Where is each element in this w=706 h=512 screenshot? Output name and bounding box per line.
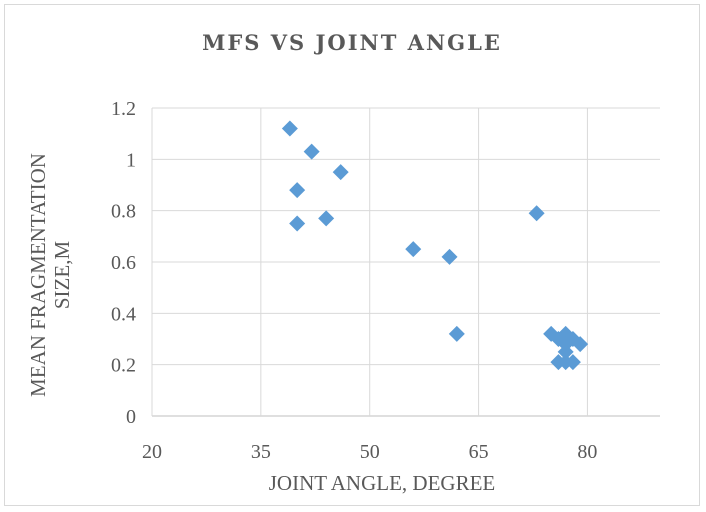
y-tick-label: 0.4 — [111, 303, 136, 325]
data-point — [289, 215, 306, 232]
y-tick-label: 1.2 — [111, 98, 136, 120]
y-axis-title-line-2: SIZE,M — [50, 241, 74, 310]
y-tick-labels: 0 0.2 0.4 0.6 0.8 1 1.2 — [111, 98, 136, 428]
y-axis-title: MEAN FRAGMENTATION SIZE,M — [26, 153, 74, 397]
data-point — [528, 205, 545, 222]
data-point — [281, 120, 298, 137]
x-tick-label: 80 — [577, 441, 597, 463]
y-tick-label: 1 — [126, 149, 136, 171]
x-tick-label: 20 — [142, 441, 162, 463]
data-point — [405, 241, 422, 258]
data-point — [318, 210, 335, 227]
data-point — [557, 343, 574, 360]
data-point — [448, 325, 465, 342]
data-points — [281, 120, 589, 371]
y-tick-label: 0.6 — [111, 252, 136, 274]
x-tick-label: 50 — [360, 441, 380, 463]
chart-area — [4, 4, 700, 506]
data-point — [572, 336, 589, 353]
x-tick-label: 35 — [251, 441, 271, 463]
data-point — [303, 143, 320, 160]
data-point — [289, 182, 306, 199]
y-tick-label: 0.8 — [111, 201, 136, 223]
chart-title: MFS VS JOINT ANGLE — [202, 30, 502, 55]
data-point — [441, 248, 458, 265]
data-point — [332, 164, 349, 181]
y-tick-label: 0 — [126, 406, 136, 428]
data-point — [564, 354, 581, 371]
x-tick-labels: 20 35 50 65 80 — [142, 441, 597, 463]
gridlines — [151, 107, 660, 417]
x-tick-label: 65 — [469, 441, 489, 463]
x-axis-title: JOINT ANGLE, DEGREE — [269, 471, 496, 495]
y-tick-label: 0.2 — [111, 355, 136, 377]
y-axis-title-line-1: MEAN FRAGMENTATION — [26, 153, 50, 397]
